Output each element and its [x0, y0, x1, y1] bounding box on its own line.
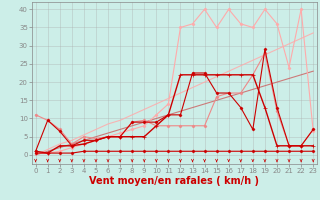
X-axis label: Vent moyen/en rafales ( km/h ): Vent moyen/en rafales ( km/h ) — [89, 176, 260, 186]
